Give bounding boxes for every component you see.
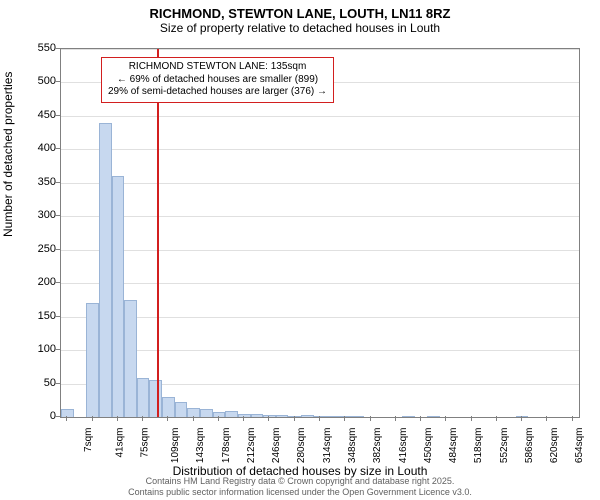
annotation-box: RICHMOND STEWTON LANE: 135sqm ← 69% of d… xyxy=(101,57,334,103)
xtick-label: 41sqm xyxy=(114,428,125,458)
ytick-label: 350 xyxy=(16,176,56,188)
histogram-bar xyxy=(149,380,162,417)
ytick-label: 500 xyxy=(16,75,56,87)
histogram-bar xyxy=(516,416,529,417)
histogram-bar xyxy=(137,378,150,417)
histogram-bar xyxy=(352,416,365,417)
histogram-bar xyxy=(213,412,226,417)
xtick-label: 75sqm xyxy=(139,428,150,458)
ytick-label: 200 xyxy=(16,276,56,288)
xtick-label: 178sqm xyxy=(221,428,232,464)
annotation-line2: ← 69% of detached houses are smaller (89… xyxy=(108,74,327,87)
histogram-bar xyxy=(61,409,74,417)
histogram-bar xyxy=(427,416,440,417)
xtick-label: 314sqm xyxy=(322,428,333,464)
xtick-label: 450sqm xyxy=(423,428,434,464)
annotation-line1: RICHMOND STEWTON LANE: 135sqm xyxy=(108,61,327,74)
histogram-bar xyxy=(162,397,175,417)
xtick-label: 586sqm xyxy=(524,428,535,464)
histogram-bar xyxy=(200,409,213,417)
xtick-label: 620sqm xyxy=(549,428,560,464)
footer-line2: Contains public sector information licen… xyxy=(0,487,600,498)
ytick-label: 100 xyxy=(16,343,56,355)
xtick-label: 382sqm xyxy=(372,428,383,464)
histogram-bar xyxy=(263,415,276,417)
ytick-label: 300 xyxy=(16,209,56,221)
footer-line1: Contains HM Land Registry data © Crown c… xyxy=(0,476,600,487)
chart-title: RICHMOND, STEWTON LANE, LOUTH, LN11 8RZ xyxy=(0,0,600,21)
chart-container: { "chart": { "type": "histogram", "title… xyxy=(0,0,600,500)
histogram-bar xyxy=(124,300,137,417)
histogram-bar xyxy=(238,414,251,417)
ytick-label: 450 xyxy=(16,109,56,121)
plot-area: RICHMOND STEWTON LANE: 135sqm ← 69% of d… xyxy=(60,48,580,418)
xtick-label: 246sqm xyxy=(271,428,282,464)
ytick-label: 150 xyxy=(16,310,56,322)
ytick-label: 50 xyxy=(16,377,56,389)
histogram-bar xyxy=(175,402,188,417)
ytick-label: 250 xyxy=(16,243,56,255)
y-axis-label: Number of detached properties xyxy=(1,72,15,237)
histogram-bar xyxy=(402,416,415,417)
histogram-bar xyxy=(301,415,314,417)
xtick-label: 484sqm xyxy=(448,428,459,464)
marker-line xyxy=(157,49,159,417)
histogram-bar xyxy=(225,411,238,417)
xtick-label: 518sqm xyxy=(473,428,484,464)
xtick-label: 552sqm xyxy=(499,428,510,464)
footer-attribution: Contains HM Land Registry data © Crown c… xyxy=(0,476,600,498)
annotation-line3: 29% of semi-detached houses are larger (… xyxy=(108,86,327,99)
ytick-label: 400 xyxy=(16,142,56,154)
xtick-label: 280sqm xyxy=(297,428,308,464)
xtick-label: 143sqm xyxy=(195,428,206,464)
chart-subtitle: Size of property relative to detached ho… xyxy=(0,21,600,39)
xtick-label: 7sqm xyxy=(83,428,94,452)
histogram-bar xyxy=(276,415,289,417)
histogram-bar xyxy=(326,416,339,417)
histogram-bar xyxy=(86,303,99,417)
xtick-label: 654sqm xyxy=(574,428,585,464)
histogram-bar xyxy=(99,123,112,417)
ytick-label: 0 xyxy=(16,410,56,422)
histogram-bar xyxy=(251,414,264,417)
xtick-label: 348sqm xyxy=(347,428,358,464)
xtick-label: 416sqm xyxy=(398,428,409,464)
histogram-bar xyxy=(288,416,301,417)
xtick-label: 109sqm xyxy=(170,428,181,464)
xtick-label: 212sqm xyxy=(246,428,257,464)
histogram-bar xyxy=(112,176,125,417)
ytick-label: 550 xyxy=(16,42,56,54)
